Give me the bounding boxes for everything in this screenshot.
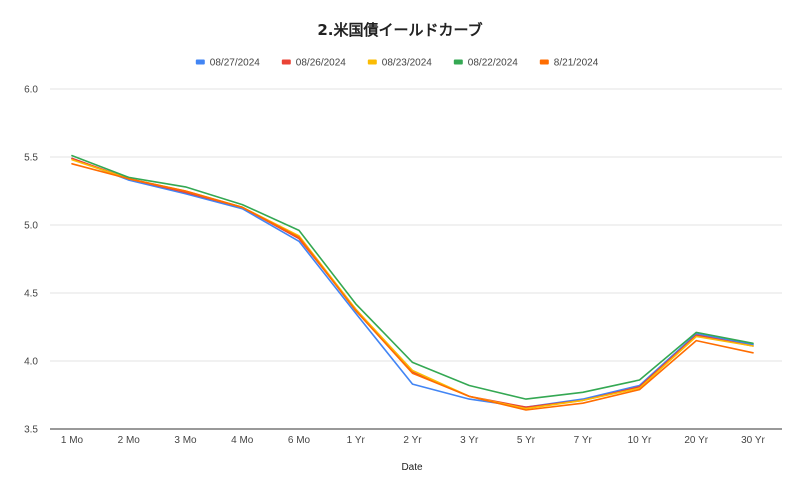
legend-swatch (281, 59, 291, 65)
x-tick-label: 30 Yr (741, 435, 765, 446)
legend-label: 08/22/2024 (468, 58, 518, 69)
legend-label: 08/27/2024 (210, 58, 260, 69)
x-tick-label: 4 Mo (231, 435, 254, 446)
x-tick-label: 1 Yr (347, 435, 366, 446)
legend-swatch (453, 59, 463, 65)
y-tick-label: 3.5 (24, 425, 38, 436)
x-tick-label: 2 Yr (403, 435, 422, 446)
x-tick-label: 2 Mo (118, 435, 141, 446)
series-line-2 (71, 157, 754, 409)
y-tick-label: 5.0 (24, 221, 38, 232)
x-axis-ticks: 1 Mo 2 Mo 3 Mo 4 Mo 6 Mo 1 Yr 2 Yr 3 Yr 5 Yr 7 Yr… (61, 435, 766, 446)
y-tick-label: 4.0 (24, 357, 38, 368)
legend-label: 08/23/2024 (382, 58, 432, 69)
x-axis-label: Date (401, 462, 423, 473)
x-tick-label: 6 Mo (288, 435, 311, 446)
x-tick-label: 1 Mo (61, 435, 84, 446)
series-line-5 (71, 163, 754, 411)
legend-label: 8/21/2024 (554, 58, 599, 69)
legend-swatch (539, 59, 549, 65)
legend: 08/27/2024 08/26/2024 08/23/2024 08/22/2024… (195, 58, 599, 69)
legend-label: 08/26/2024 (296, 58, 346, 69)
legend-swatch (195, 59, 205, 65)
series-line-1 (71, 157, 754, 409)
x-tick-label: 7 Yr (574, 435, 593, 446)
y-tick-label: 4.5 (24, 289, 38, 300)
x-tick-label: 20 Yr (684, 435, 708, 446)
x-tick-label: 10 Yr (628, 435, 652, 446)
y-tick-label: 6.0 (24, 85, 38, 96)
legend-swatch (367, 59, 377, 65)
x-tick-label: 3 Yr (460, 435, 479, 446)
y-axis-ticks: 3.5 4.0 4.5 5.0 5.5 6.0 (24, 85, 38, 436)
x-tick-label: 5 Yr (517, 435, 536, 446)
series-line-4 (71, 154, 754, 400)
series-lines (71, 154, 754, 411)
gridlines (50, 88, 782, 430)
y-tick-label: 5.5 (24, 153, 38, 164)
chart-title: 2.米国債イールドカーブ (317, 21, 482, 39)
x-tick-label: 3 Mo (174, 435, 197, 446)
